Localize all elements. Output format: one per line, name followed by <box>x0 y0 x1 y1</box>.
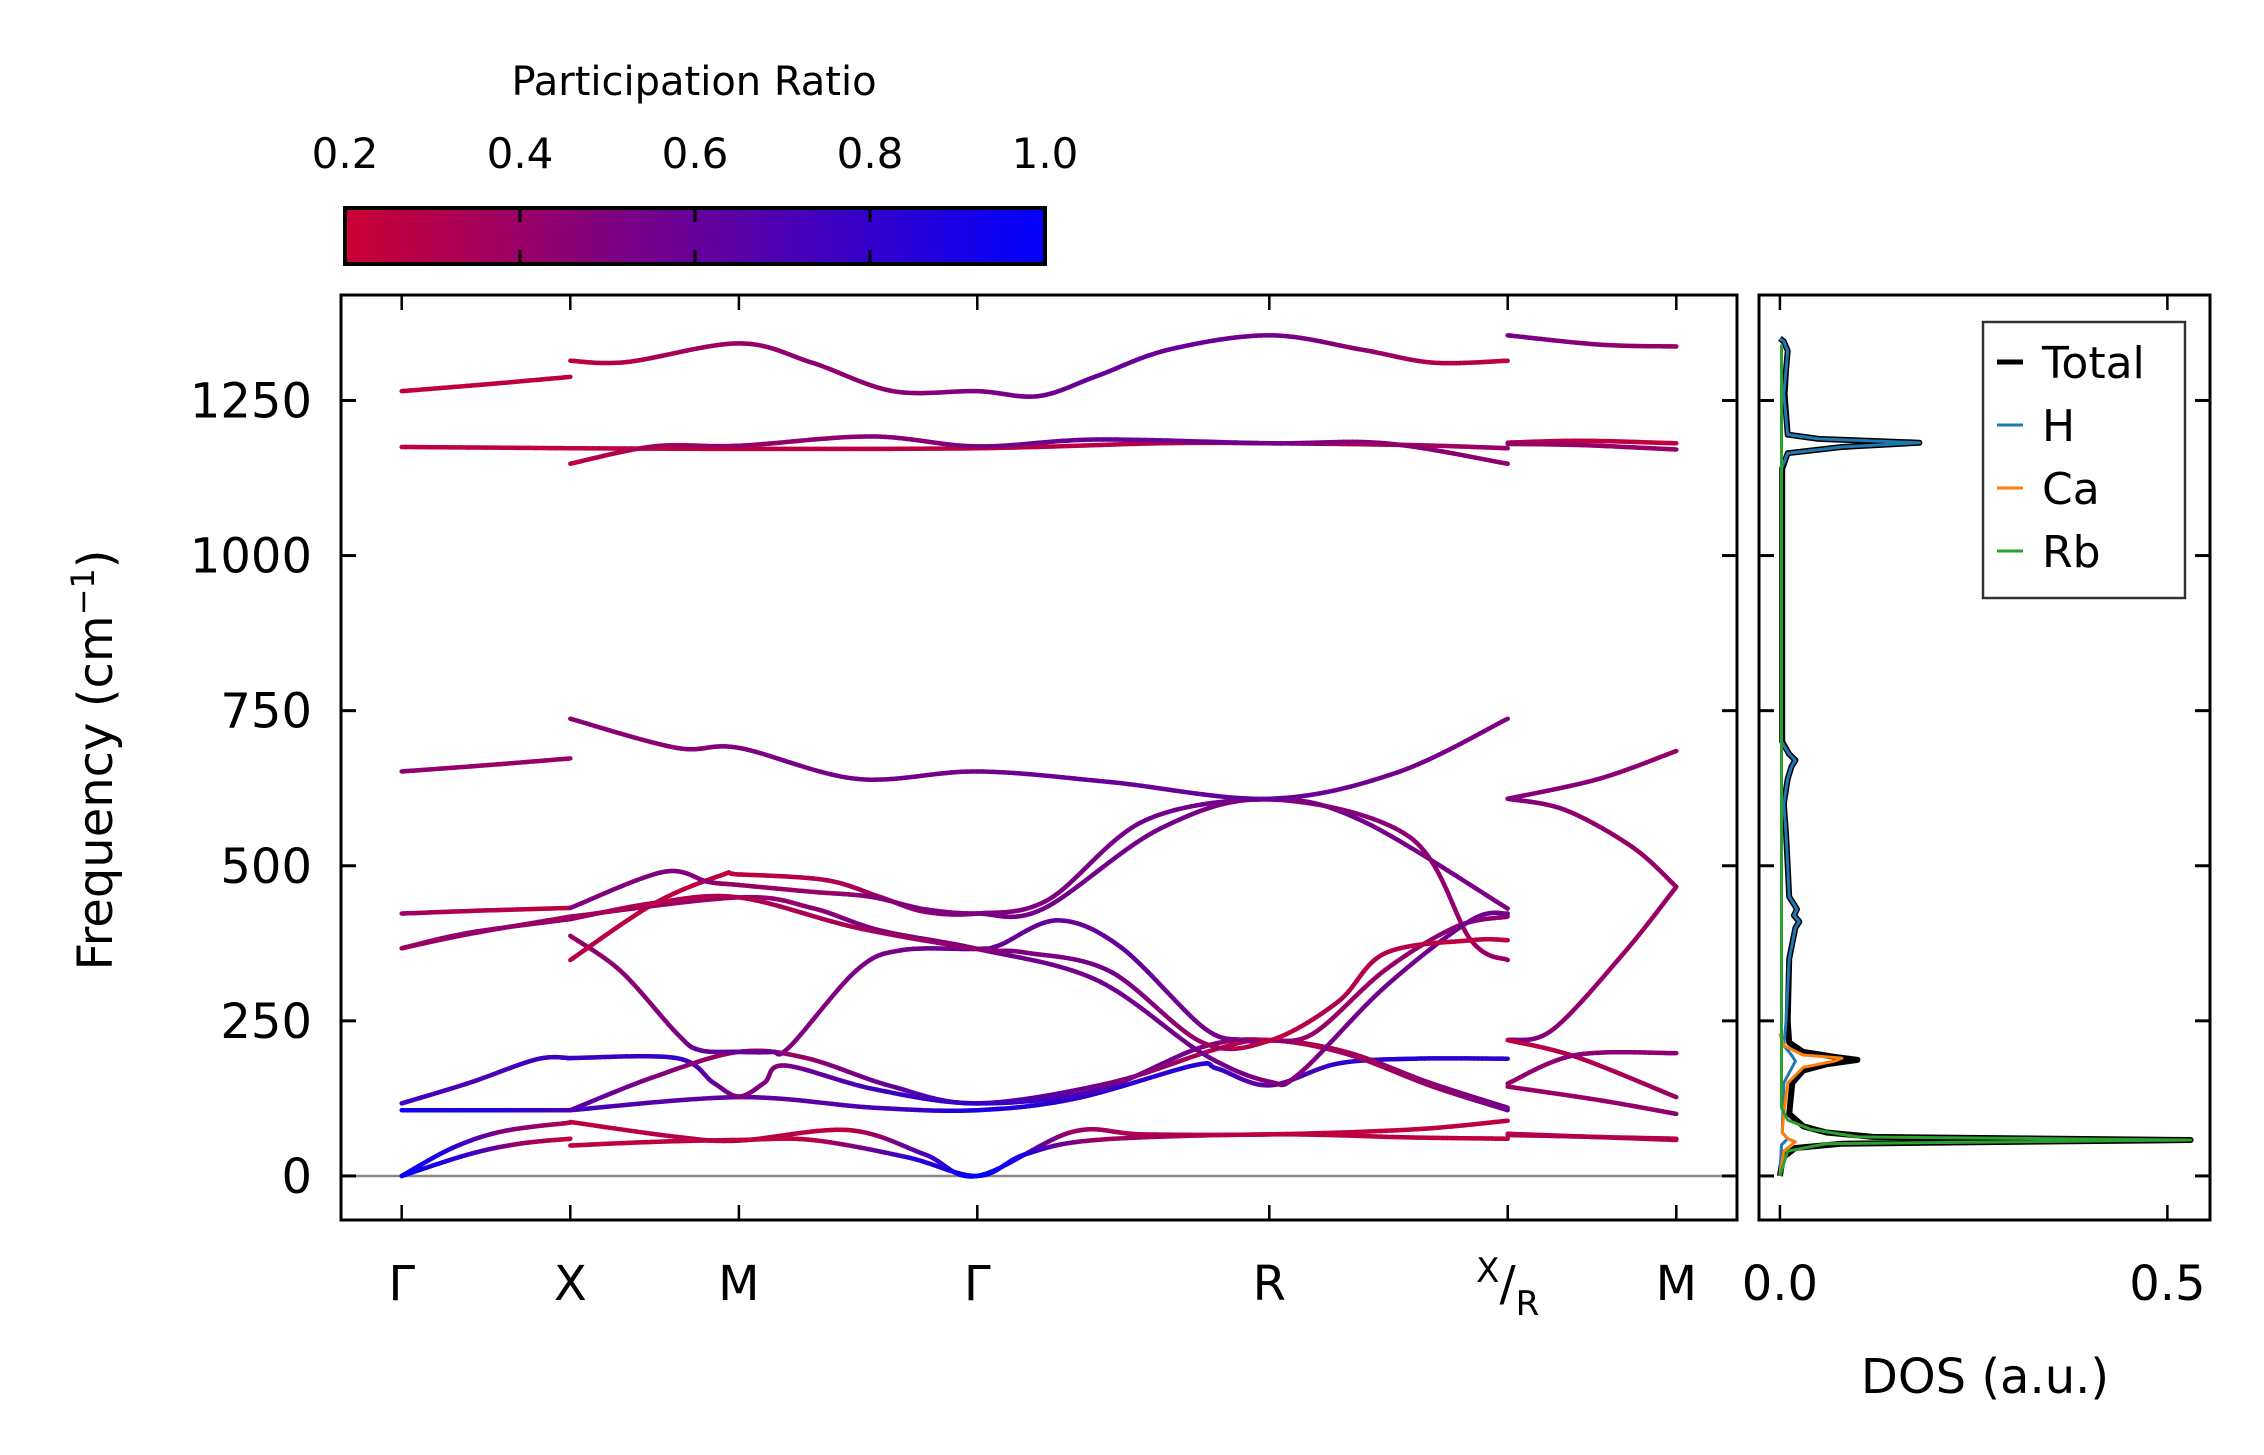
colorbar: Participation Ratio 0.2 0.4 0.6 0.8 1.0 <box>312 59 1079 266</box>
band-segment <box>1672 884 1679 891</box>
x-tick-label: Γ <box>388 1256 415 1312</box>
band-segment <box>1502 904 1510 911</box>
dos-axes-frame <box>1757 293 2212 1222</box>
x-tick-label: M <box>1656 1256 1697 1312</box>
band-segment <box>1672 748 1679 754</box>
x-tick-label: R <box>1253 1256 1286 1312</box>
phonon-band <box>1505 1037 1679 1100</box>
phonon-bands <box>399 333 1679 1179</box>
dos-axes: 0.0 0.5 DOS (a.u.) Total H Ca Rb <box>1742 293 2212 1405</box>
phonon-band <box>399 374 573 394</box>
colorbar-tick-label: 0.6 <box>662 129 729 178</box>
phonon-band <box>568 1056 1510 1114</box>
dos-x-tick-label: 0.5 <box>2129 1256 2205 1312</box>
phonon-band <box>1505 796 1679 890</box>
phonon-band <box>399 1054 573 1106</box>
dos-curves <box>1776 336 2194 1177</box>
y-tick-label: 750 <box>220 684 312 740</box>
phonon-band <box>568 434 1510 466</box>
band-segment <box>1503 1107 1510 1113</box>
dos-x-tick-label: 0.0 <box>1742 1256 1818 1312</box>
colorbar-ticks: 0.2 0.4 0.6 0.8 1.0 <box>312 129 1079 264</box>
phonon-band <box>568 333 1510 399</box>
legend-label-total: Total <box>2041 338 2145 389</box>
band-structure-axes: 0 250 500 750 1000 1250 Γ X M Γ R X/R M Frequency (… <box>64 293 1739 1324</box>
y-tick-label: 250 <box>220 994 312 1050</box>
legend: Total H Ca Rb <box>1981 320 2187 600</box>
band-segment <box>1503 1104 1510 1110</box>
dos-curve-h <box>1778 337 1921 1177</box>
phonon-band <box>399 916 573 951</box>
phonon-band <box>1505 1049 1679 1086</box>
dos-curve-rb <box>1778 344 2193 1177</box>
colorbar-title: Participation Ratio <box>511 59 876 105</box>
phonon-band <box>568 716 1510 802</box>
y-axis-ticks: 0 250 500 750 1000 1250 <box>190 373 1737 1205</box>
colorbar-tick-label: 0.8 <box>837 129 904 178</box>
phonon-band <box>1505 333 1679 349</box>
x-tick-label: X <box>554 1256 587 1312</box>
x-tick-label: Γ <box>964 1256 991 1312</box>
y-tick-label: 1250 <box>190 373 312 429</box>
x-axis-ticks: Γ X M Γ R X/R M <box>388 295 1697 1324</box>
phonon-band <box>568 797 1510 963</box>
y-axis-title: Frequency (cm−1) <box>64 549 124 970</box>
phonon-band <box>1505 441 1679 452</box>
band-segment <box>1502 716 1510 723</box>
y-tick-label: 0 <box>281 1149 312 1205</box>
phonon-band <box>1505 884 1679 1043</box>
y-tick-label: 500 <box>220 839 312 895</box>
y-tick-label: 1000 <box>190 529 312 585</box>
x-tick-label: M <box>718 1256 759 1312</box>
band-segment <box>1671 1093 1679 1100</box>
colorbar-tick-label: 1.0 <box>1012 129 1079 178</box>
dos-x-axis-title: DOS (a.u.) <box>1861 1349 2109 1405</box>
phonon-band <box>568 1132 1510 1179</box>
dos-curve-ca <box>1778 1032 1844 1177</box>
phonon-band <box>568 914 1510 1057</box>
dos-axis-ticks: 0.0 0.5 <box>1742 295 2210 1312</box>
phonon-band <box>399 1136 573 1179</box>
colorbar-tick-label: 0.4 <box>487 129 554 178</box>
phonon-band <box>1505 748 1679 802</box>
phonon-band <box>1505 1084 1679 1117</box>
colorbar-tick-label: 0.2 <box>312 129 379 178</box>
legend-label-ca: Ca <box>2042 464 2100 515</box>
main-axes-frame <box>339 293 1739 1222</box>
phonon-band <box>399 444 573 451</box>
phonon-band <box>399 905 573 916</box>
phonon-band <box>1505 1132 1679 1141</box>
legend-label-h: H <box>2042 401 2075 452</box>
phonon-band <box>399 1120 573 1179</box>
phonon-band <box>568 893 1510 1052</box>
phonon-band <box>399 756 573 774</box>
legend-label-rb: Rb <box>2042 527 2101 578</box>
x-tick-label: X/R <box>1476 1251 1539 1324</box>
phonon-band <box>568 797 1510 963</box>
